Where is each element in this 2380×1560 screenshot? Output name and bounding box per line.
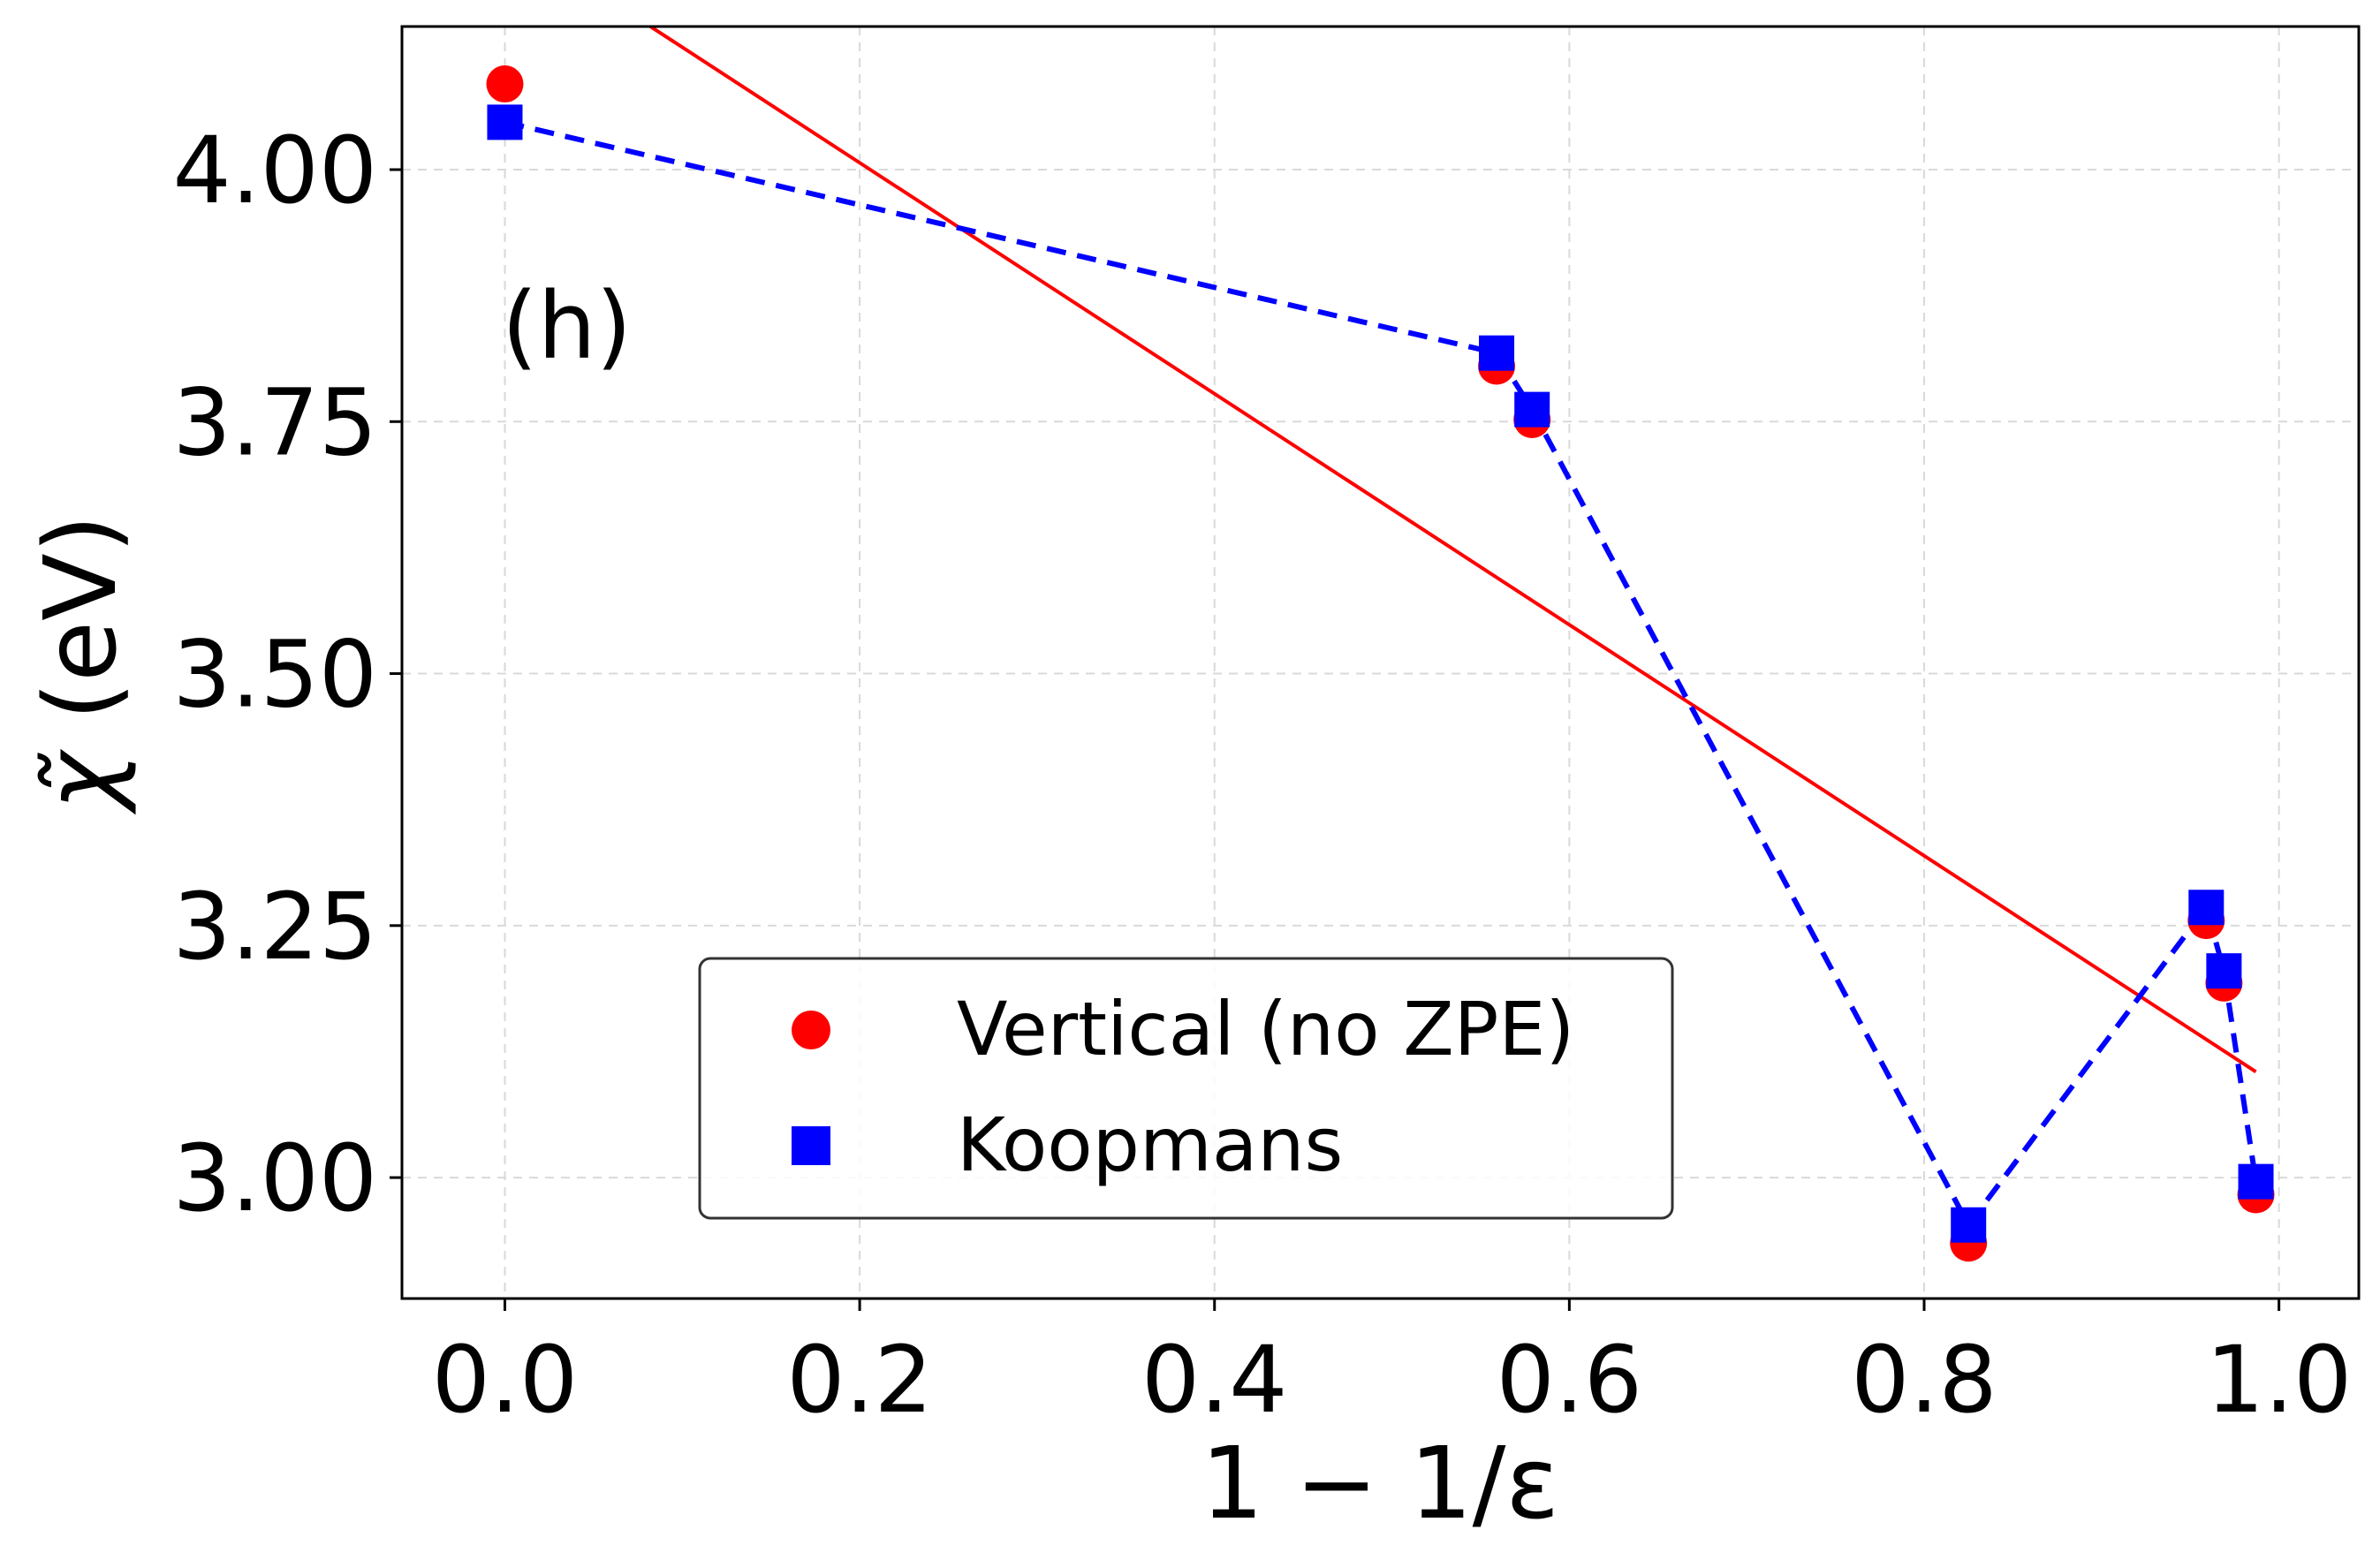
koopmans-point [2238, 1163, 2274, 1200]
panel-label: (h) [502, 272, 632, 380]
y-axis-symbol: χ̃ [24, 748, 139, 814]
x-tick-label: 0.0 [432, 1326, 578, 1434]
y-tick-label: 4.00 [172, 117, 377, 224]
y-axis-ticks: 3.00 3.25 3.50 3.75 4.00 [172, 117, 402, 1232]
legend: Vertical (no ZPE) Koopmans [698, 957, 1674, 1220]
legend-frame [698, 957, 1674, 1220]
series-layer [486, 65, 2275, 1262]
y-axis-unit: (eV) [24, 515, 139, 721]
koopmans-point [2206, 953, 2242, 989]
legend-label-vertical: Vertical (no ZPE) [957, 986, 1574, 1072]
koopmans-point [1951, 1207, 1987, 1243]
plot-frame [400, 25, 2361, 1300]
y-tick-label: 3.75 [172, 368, 377, 476]
legend-label-koopmans: Koopmans [957, 1102, 1343, 1188]
legend-marker-vertical [792, 1011, 830, 1049]
x-tick-label: 0.6 [1497, 1326, 1642, 1434]
koopmans-point [1514, 391, 1550, 428]
x-tick-label: 0.8 [1851, 1326, 1997, 1434]
x-tick-label: 1.0 [2206, 1326, 2352, 1434]
y-tick-label: 3.25 [172, 873, 377, 981]
legend-marker-koopmans [792, 1126, 830, 1165]
vertical-point [486, 65, 524, 103]
x-tick-label: 0.2 [786, 1326, 932, 1434]
y-tick-label: 3.00 [172, 1125, 377, 1232]
x-axis-title: 1 − 1/ε [1201, 1427, 1559, 1541]
y-tick-label: 3.50 [172, 621, 377, 729]
y-axis-title: χ̃ (eV) [24, 515, 139, 815]
koopmans-point [2188, 890, 2225, 926]
x-axis-ticks: 0.0 0.2 0.4 0.6 0.8 1.0 [432, 1299, 2352, 1434]
koopmans-point [487, 104, 523, 140]
x-tick-label: 0.4 [1141, 1326, 1287, 1434]
fit-line-layer [647, 27, 2257, 1073]
linear-fit-line [647, 27, 2257, 1073]
koopmans-point [1479, 335, 1515, 371]
